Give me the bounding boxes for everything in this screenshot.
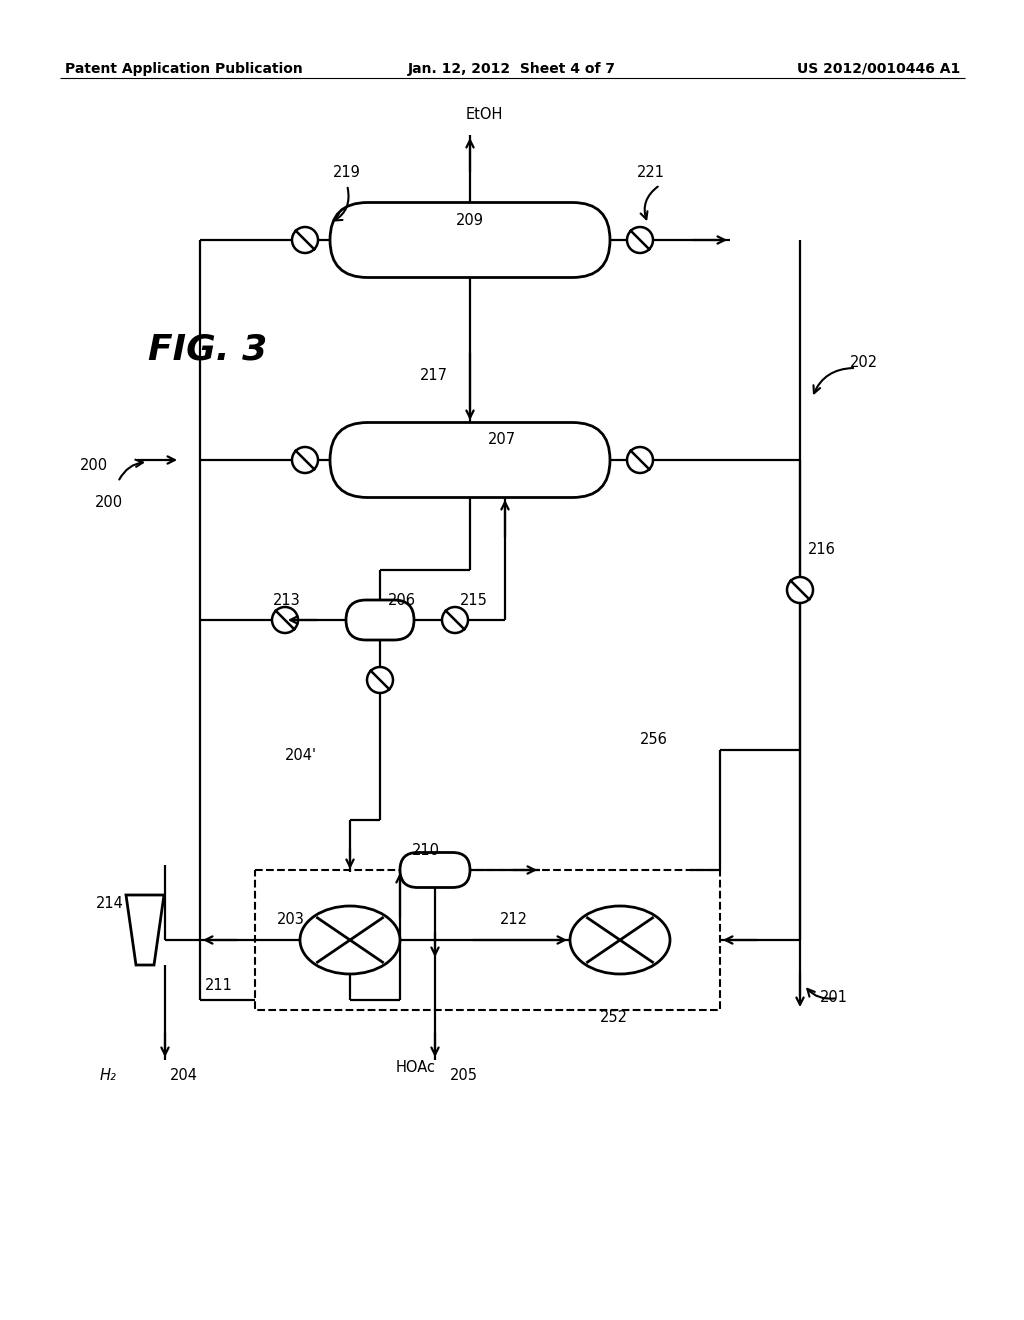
Text: 216: 216: [808, 543, 836, 557]
Circle shape: [367, 667, 393, 693]
FancyBboxPatch shape: [330, 202, 610, 277]
Text: 252: 252: [600, 1010, 628, 1026]
Circle shape: [272, 607, 298, 634]
Text: HOAc: HOAc: [396, 1060, 436, 1074]
FancyBboxPatch shape: [330, 422, 610, 498]
Text: 213: 213: [273, 593, 301, 609]
Circle shape: [292, 447, 318, 473]
Text: 256: 256: [640, 733, 668, 747]
Text: 206: 206: [388, 593, 416, 609]
Circle shape: [442, 607, 468, 634]
Circle shape: [627, 227, 653, 253]
Text: US 2012/0010446 A1: US 2012/0010446 A1: [797, 62, 961, 77]
FancyBboxPatch shape: [400, 853, 470, 887]
Ellipse shape: [300, 906, 400, 974]
Text: H₂: H₂: [100, 1068, 117, 1082]
Text: 204: 204: [170, 1068, 198, 1082]
Text: 214: 214: [96, 896, 124, 911]
Text: 203: 203: [278, 912, 305, 927]
Circle shape: [292, 227, 318, 253]
Text: Patent Application Publication: Patent Application Publication: [65, 62, 303, 77]
Text: 201: 201: [820, 990, 848, 1005]
Circle shape: [627, 447, 653, 473]
Text: 202: 202: [850, 355, 879, 370]
Text: FIG. 3: FIG. 3: [148, 333, 267, 367]
Text: 207: 207: [488, 432, 516, 447]
Text: 200: 200: [80, 458, 109, 473]
Bar: [255, 870, 720, 1010]
Polygon shape: [126, 895, 164, 965]
FancyBboxPatch shape: [346, 601, 414, 640]
Text: EtOH: EtOH: [466, 107, 504, 121]
Text: Jan. 12, 2012  Sheet 4 of 7: Jan. 12, 2012 Sheet 4 of 7: [408, 62, 616, 77]
Text: 200: 200: [95, 495, 123, 510]
Text: 221: 221: [637, 165, 665, 180]
Ellipse shape: [570, 906, 670, 974]
Text: 217: 217: [420, 368, 449, 383]
Text: 209: 209: [456, 213, 484, 228]
Text: 205: 205: [450, 1068, 478, 1082]
Text: 212: 212: [500, 912, 528, 927]
Text: 204': 204': [285, 748, 317, 763]
Text: 210: 210: [412, 843, 440, 858]
Text: 219: 219: [333, 165, 360, 180]
Text: 215: 215: [460, 593, 487, 609]
Text: 211: 211: [205, 978, 232, 993]
Circle shape: [787, 577, 813, 603]
